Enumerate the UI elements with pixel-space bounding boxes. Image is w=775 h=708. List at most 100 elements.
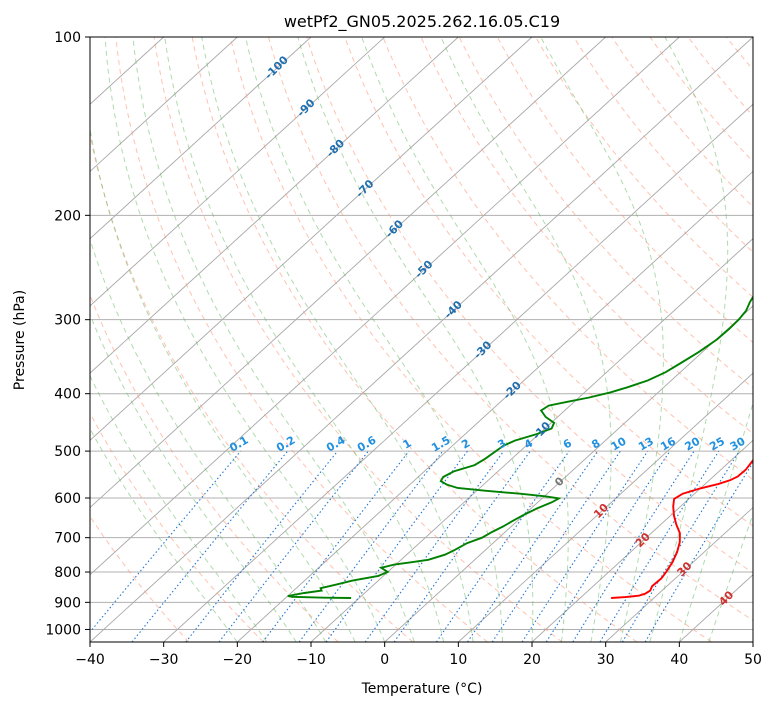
plot-frame: [89, 36, 754, 643]
isotherm-line: [605, 506, 753, 642]
y-tick-label: 500: [54, 444, 81, 460]
dry-adiabat-line: [687, 37, 753, 117]
isotherm-line: [90, 37, 606, 509]
mixing-ratio-line: [491, 450, 621, 642]
moist-adiabat-line: [297, 37, 534, 642]
x-tick-label: −20: [223, 652, 253, 668]
dry-adiabat-line: [306, 37, 753, 574]
mixing-ratio-line: [621, 450, 740, 642]
dry-adiabat-line: [90, 515, 190, 642]
dry-adiabat-line: [90, 412, 264, 642]
mixing-ratio-line: [545, 450, 671, 642]
moist-adiabat-line: [245, 37, 503, 642]
x-tick-label: 10: [449, 652, 467, 668]
dry-adiabat-line: [573, 37, 753, 253]
x-tick-label: −10: [296, 652, 326, 668]
moist-adiabat-line: [708, 513, 753, 642]
temperature-profile-line: [611, 458, 753, 599]
moist-adiabat-line: [90, 237, 327, 642]
moist-adiabat-line: [90, 313, 297, 642]
dry-adiabat-line: [344, 37, 753, 527]
y-tick-label: 800: [54, 565, 81, 581]
isotherm-line: [237, 170, 753, 642]
dewpoint-profile-line: [287, 295, 753, 599]
y-tick-label: 200: [54, 208, 81, 224]
x-tick-label: −40: [75, 652, 105, 668]
isotherm-line: [90, 37, 459, 374]
x-tick-label: 30: [597, 652, 615, 668]
mixing-ratio-line: [218, 450, 369, 642]
moist-adiabat-line: [361, 37, 569, 642]
dry-adiabat-line: [191, 37, 638, 642]
y-tick-label: 400: [54, 387, 81, 403]
dry-adiabat-line: [420, 37, 753, 435]
dry-adiabat-line: [611, 37, 753, 208]
mixing-ratio-line: [90, 450, 242, 633]
mixing-ratio-label: 8: [589, 437, 602, 452]
dry-adiabat-line: [115, 37, 488, 642]
mixing-ratio-line: [364, 450, 505, 642]
label-layer: 0.1 0.2 0.4 0.6 1 1.5 2 3 4 6 8 10 13 16 20 25 30-100-90…: [227, 53, 747, 608]
mixing-ratio-line: [521, 450, 649, 642]
isotherm-line: [458, 372, 753, 642]
moist-adiabat-line: [90, 427, 238, 642]
mixing-ratio-line: [262, 450, 410, 642]
moist-adiabat-line: [90, 125, 356, 642]
moist-adiabat-line: [540, 37, 664, 642]
mixing-ratio-line: [644, 461, 753, 642]
x-tick-label: −30: [149, 652, 179, 668]
mixing-ratio-line: [185, 450, 339, 642]
mixing-ratio-label: 6: [561, 436, 574, 451]
mixing-ratio-line: [599, 450, 720, 642]
x-tick-label: 20: [523, 652, 541, 668]
isotherm-line: [90, 37, 238, 173]
x-tick-label: 50: [744, 652, 762, 668]
moist-adiabat-line: [90, 374, 268, 642]
dry-adiabat-line: [765, 37, 775, 642]
x-tick-label: 0: [380, 652, 389, 668]
moist-adiabat-line: [678, 401, 753, 642]
dry-adiabat-line: [229, 37, 712, 642]
y-tick-label: 1000: [45, 622, 81, 638]
y-axis-title: Pressure (hPa): [12, 290, 28, 390]
isotherm-line: [90, 37, 680, 576]
isotherm-line: [90, 37, 533, 441]
isotherm-line: [310, 238, 753, 642]
mixing-ratio-line: [131, 450, 289, 642]
mixing-ratio-line: [572, 450, 695, 642]
y-tick-label: 700: [54, 531, 81, 547]
moist-adiabat-line: [440, 37, 612, 642]
mixing-ratio-line: [298, 450, 444, 642]
y-tick-label: 300: [54, 313, 81, 329]
dry-adiabat-line: [649, 37, 753, 163]
y-tick-label: 900: [54, 595, 81, 611]
moist-adiabat-line: [201, 37, 474, 642]
dry-adiabat-line: [153, 37, 563, 642]
dry-adiabat-line: [90, 293, 339, 642]
isotherm-line: [531, 439, 753, 642]
x-tick-label: 40: [670, 652, 688, 668]
mixing-ratio-line: [325, 450, 468, 642]
dry-adiabat-line: [268, 37, 753, 622]
isotherm-line: [163, 103, 753, 642]
isotherm-line: [90, 37, 312, 240]
x-axis-title: Temperature (°C): [361, 681, 483, 697]
data-layer: [287, 295, 753, 599]
mixing-ratio-label: 1: [401, 437, 414, 452]
grid-layer: [90, 37, 775, 642]
mixing-ratio-label: 2: [459, 437, 472, 452]
isotherm-line: [752, 641, 753, 642]
mixing-ratio-line: [393, 450, 531, 642]
moist-adiabat-line: [104, 37, 386, 642]
axis-layer: −40 −30 −20 −10 0 10 20 30 40 50 100 200 300 400 500 60…: [45, 30, 762, 668]
moist-adiabat-line: [164, 37, 445, 642]
dry-adiabat-line: [90, 131, 414, 642]
isotherm-line: [90, 37, 385, 307]
dry-adiabat-line: [382, 37, 753, 481]
y-tick-label: 600: [54, 491, 81, 507]
chart-title: wetPf2_GN05.2025.262.16.05.C19: [284, 12, 560, 32]
isotherm-label: -100: [262, 53, 291, 82]
y-tick-label: 100: [54, 30, 81, 46]
dry-adiabat-line: [496, 37, 753, 344]
